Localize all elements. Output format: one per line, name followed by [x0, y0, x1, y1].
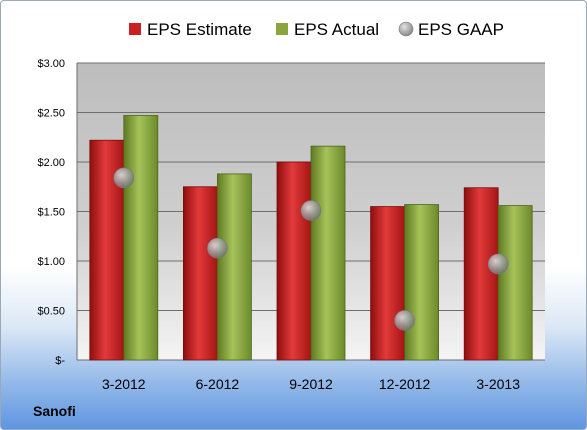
x-axis: 3-2012 6-2012 9-2012 12-2012 3-2013 — [102, 376, 520, 392]
bar-eps-actual — [216, 173, 252, 361]
point-eps-gaap — [487, 253, 509, 275]
gaap-points — [113, 167, 509, 331]
point-eps-gaap — [300, 200, 322, 221]
bar-eps-estimate — [276, 161, 312, 361]
bar-eps-actual — [497, 205, 533, 361]
y-tick-label: $2.50 — [37, 108, 65, 120]
bar-eps-actual — [123, 115, 159, 361]
y-axis: $- $0.50 $1.00 $1.50 $2.00 $2.50 $3.00 — [37, 58, 78, 367]
x-tick-label: 6-2012 — [196, 376, 240, 392]
y-tick-label: $1.50 — [37, 207, 65, 219]
y-tick-label: $0.50 — [37, 306, 65, 318]
legend: EPS Estimate EPS Actual EPS GAAP — [129, 20, 504, 39]
bar-eps-estimate — [463, 187, 499, 361]
y-tick-label: $3.00 — [37, 58, 65, 70]
legend-label: EPS Actual — [294, 20, 379, 39]
bars — [89, 115, 533, 361]
y-tick-label: $1.00 — [37, 256, 65, 268]
bar-eps-estimate — [370, 206, 406, 361]
y-tick-label: $- — [55, 355, 65, 367]
point-eps-gaap — [394, 310, 415, 331]
x-tick-label: 9-2012 — [289, 376, 333, 392]
x-tick-label: 12-2012 — [379, 376, 431, 392]
bar-eps-actual — [404, 204, 440, 361]
company-name: Sanofi — [33, 403, 76, 419]
point-eps-gaap — [207, 237, 228, 259]
x-tick-label: 3-2013 — [476, 376, 520, 392]
x-tick-label: 3-2012 — [102, 376, 146, 392]
y-tick-label: $2.00 — [37, 157, 65, 169]
legend-label: EPS GAAP — [418, 20, 504, 39]
legend-swatch — [129, 23, 141, 35]
point-eps-gaap — [113, 167, 135, 189]
legend-label: EPS Estimate — [147, 20, 252, 39]
bar-eps-actual — [310, 145, 346, 361]
legend-swatch — [276, 23, 288, 35]
legend-swatch — [398, 21, 414, 37]
bar-eps-estimate — [182, 186, 218, 361]
